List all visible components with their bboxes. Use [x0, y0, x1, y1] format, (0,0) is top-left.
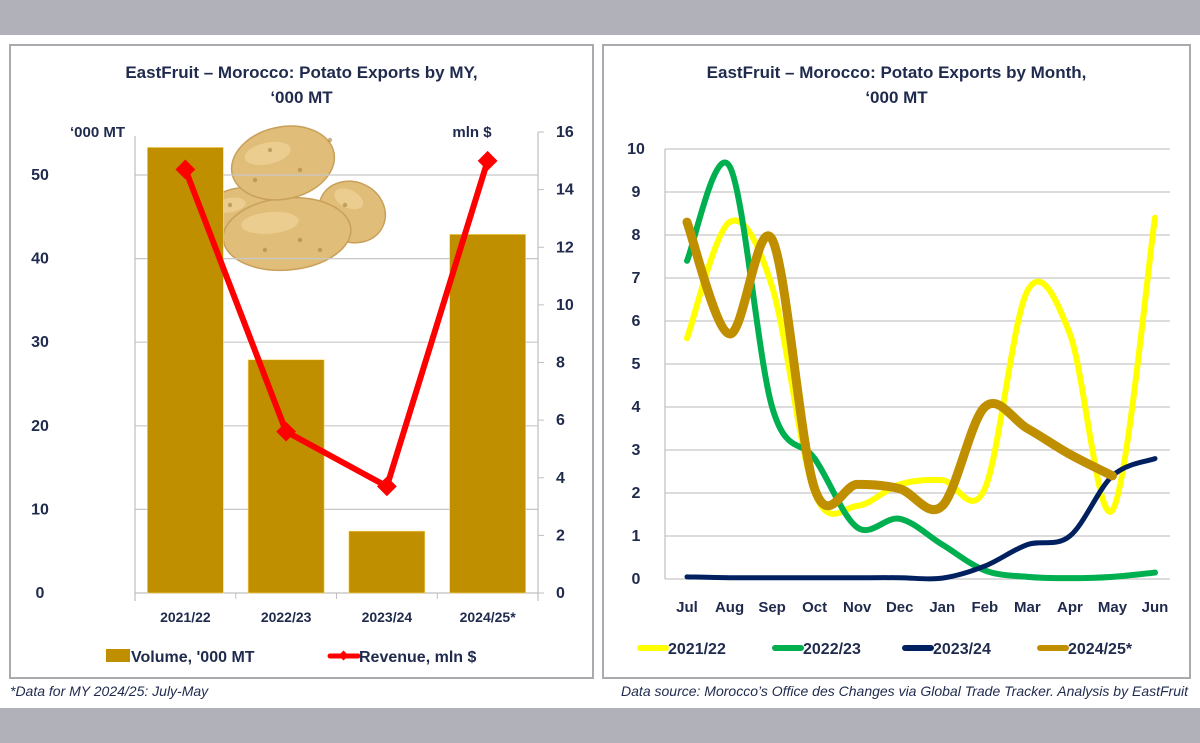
- potato-spot: [342, 202, 348, 208]
- revenue-line: [182, 159, 491, 490]
- legend-label: 2024/25*: [1068, 641, 1133, 658]
- right-axis-tick-label: 16: [556, 124, 574, 141]
- volume-bar: [449, 234, 526, 594]
- x-axis-category-label: 2024/25*: [460, 609, 517, 625]
- annual-exports-chart-panel: EastFruit – Morocco: Potato Exports by M…: [9, 44, 594, 679]
- footnote-data-period: *Data for MY 2024/25: July-May: [10, 683, 209, 699]
- monthly-chart-title-line2: ‘000 MT: [865, 88, 928, 107]
- revenue-marker-diamond-icon: [276, 421, 297, 442]
- y-axis-tick-label: 0: [632, 571, 641, 588]
- y-axis-tick-label: 10: [627, 141, 645, 158]
- legend-revenue-label: Revenue, mln $: [359, 649, 476, 666]
- bottom-gray-band: [0, 708, 1200, 743]
- chart-legend: 2021/22 2022/23 2023/24 2024/25*: [637, 641, 1133, 658]
- left-axis-tick-label: 10: [31, 501, 49, 518]
- right-axis-tick-label: 4: [556, 470, 565, 487]
- legend-label: 2023/24: [933, 641, 991, 658]
- left-axis-title: ‘000 MT: [70, 124, 125, 141]
- right-axis-tick-label: 14: [556, 182, 574, 199]
- y-axis-tick-label: 6: [632, 313, 641, 330]
- y-axis-tick-label: 2: [632, 485, 641, 502]
- annual-chart-title: EastFruit – Morocco: Potato Exports by M…: [11, 60, 592, 110]
- x-axis-month-label: Dec: [886, 599, 914, 616]
- revenue-marker-diamond-icon: [376, 476, 397, 497]
- x-axis-month-label: Jan: [929, 599, 955, 616]
- potato-icon: [230, 125, 336, 201]
- y-axis-tick-label: 5: [632, 356, 641, 373]
- potato-spot: [262, 247, 268, 253]
- x-axis-month-label: Sep: [758, 599, 786, 616]
- y-axis-tick-label: 7: [632, 270, 641, 287]
- footnote-data-source: Data source: Morocco’s Office des Change…: [621, 683, 1188, 699]
- legend-label: 2022/23: [803, 641, 861, 658]
- left-axis-tick-label: 40: [31, 251, 49, 268]
- monthly-chart-title-line1: EastFruit – Morocco: Potato Exports by M…: [706, 63, 1087, 82]
- chart-legend: Volume, '000 MT Revenue, mln $: [106, 649, 476, 666]
- right-axis-tick-label: 12: [556, 239, 574, 256]
- left-axis-tick-label: 20: [31, 418, 49, 435]
- legend-volume-swatch-icon: [106, 649, 130, 662]
- legend-revenue-marker-icon: [338, 650, 349, 661]
- annual-chart-title-line2: ‘000 MT: [270, 88, 333, 107]
- potato-spot: [297, 237, 303, 243]
- y-axis-tick-label: 9: [632, 184, 641, 201]
- right-axis-tick-label: 10: [556, 297, 574, 314]
- series-2021-22-line: [684, 214, 1158, 517]
- y-axis-tick-label: 4: [632, 399, 641, 416]
- potato-highlight: [241, 211, 299, 234]
- series-2023-24-line: [684, 456, 1158, 582]
- series-2024-25-line: [682, 217, 1117, 515]
- potato-spot: [227, 202, 233, 208]
- y-axis-tick-label: 1: [632, 528, 641, 545]
- right-axis-title: mln $: [452, 124, 492, 141]
- right-axis-tick-label: 2: [556, 527, 565, 544]
- potato-spot: [297, 167, 303, 173]
- potato-highlight: [334, 188, 364, 210]
- x-axis-category-label: 2021/22: [160, 609, 211, 625]
- x-axis-month-label: Apr: [1057, 599, 1083, 616]
- series-2022-23-line: [684, 159, 1158, 582]
- legend-volume-label: Volume, '000 MT: [131, 649, 255, 666]
- potato-spot: [317, 247, 323, 253]
- legend-label: 2021/22: [668, 641, 726, 658]
- x-axis-month-label: Oct: [802, 599, 827, 616]
- x-axis-month-label: May: [1098, 599, 1128, 616]
- x-axis-month-label: Feb: [971, 599, 998, 616]
- potato-spot: [327, 137, 333, 143]
- monthly-chart-title: EastFruit – Morocco: Potato Exports by M…: [604, 60, 1189, 110]
- x-axis-month-label: Jul: [676, 599, 698, 616]
- potato-spot: [252, 177, 258, 183]
- x-axis-month-label: Nov: [843, 599, 872, 616]
- potato-highlight: [244, 141, 291, 166]
- x-axis-month-label: Jun: [1142, 599, 1169, 616]
- annual-chart-title-line1: EastFruit – Morocco: Potato Exports by M…: [125, 63, 478, 82]
- monthly-exports-chart-panel: EastFruit – Morocco: Potato Exports by M…: [602, 44, 1191, 679]
- right-axis-tick-label: 8: [556, 355, 565, 372]
- top-gray-band: [0, 0, 1200, 35]
- y-axis-tick-label: 8: [632, 227, 641, 244]
- revenue-marker-diamond-icon: [477, 150, 498, 171]
- potato-illustration: [203, 125, 387, 272]
- y-axis-tick-label: 3: [632, 442, 641, 459]
- potato-spot: [267, 147, 273, 153]
- left-axis-tick-label: 0: [36, 585, 45, 602]
- x-axis-month-label: Mar: [1014, 599, 1041, 616]
- left-axis-tick-label: 50: [31, 167, 49, 184]
- x-axis-category-label: 2023/24: [362, 609, 413, 625]
- volume-bar: [147, 147, 224, 594]
- right-axis-tick-label: 0: [556, 585, 565, 602]
- x-axis-month-label: Aug: [715, 599, 744, 616]
- left-axis-tick-label: 30: [31, 334, 49, 351]
- volume-bar: [247, 359, 325, 594]
- annual-combo-chart: 0 10 20 30 40 50 ‘000 MT 0 2 4 6 8 10 12 14 16 mln $ 2021…: [31, 124, 574, 666]
- x-axis-category-label: 2022/23: [261, 609, 312, 625]
- right-axis-tick-label: 6: [556, 412, 565, 429]
- volume-bar: [348, 530, 426, 594]
- monthly-line-chart: 0 1 2 3 4 5 6 7 8 9 10 Jul Aug Sep Oct Nov Dec Jan Feb Mar A…: [627, 141, 1170, 658]
